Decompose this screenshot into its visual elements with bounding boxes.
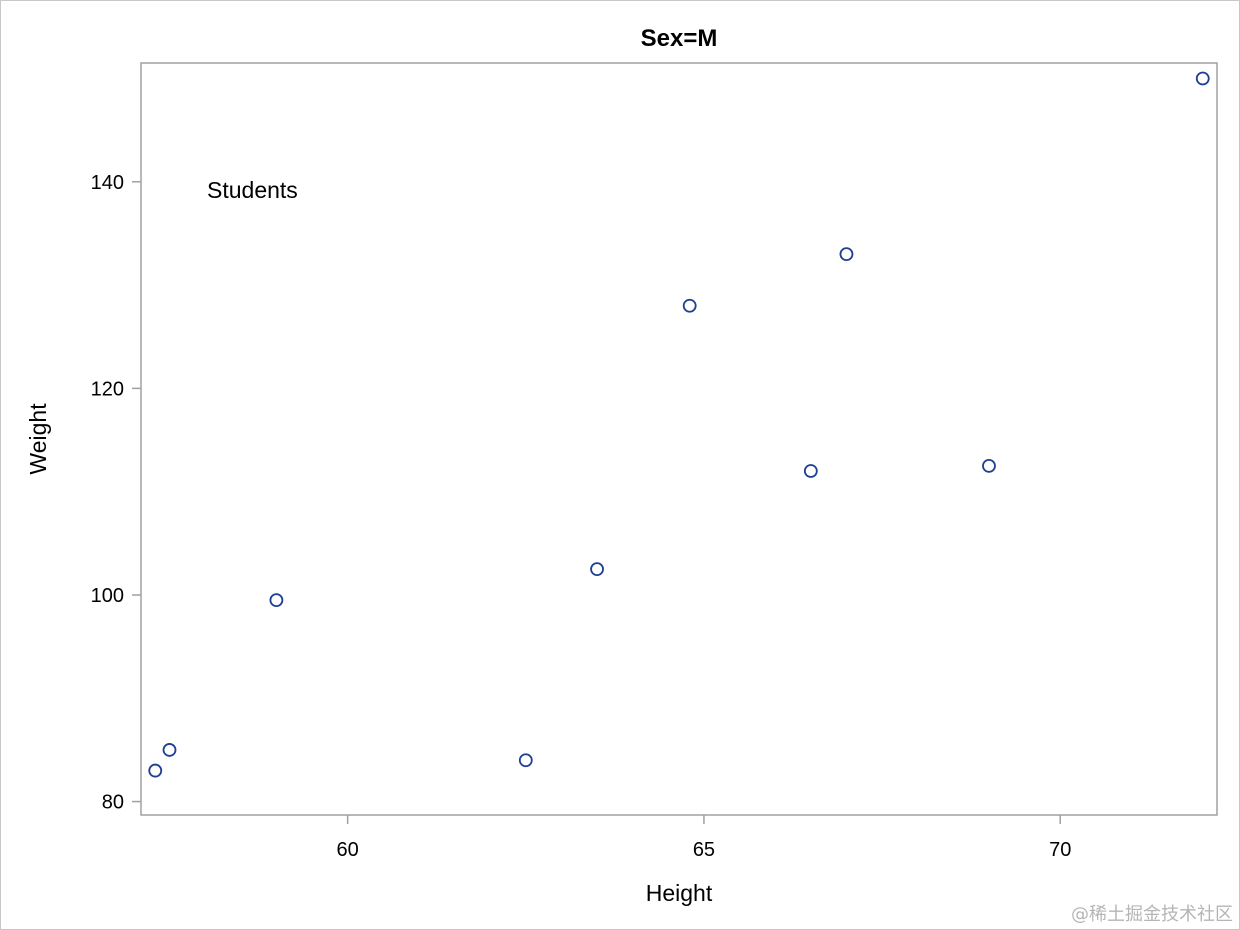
data-point xyxy=(1195,71,1210,86)
plot-area xyxy=(140,62,1218,816)
y-tick-label: 140 xyxy=(91,172,124,194)
x-tick-label: 60 xyxy=(337,839,359,861)
chart-annotation: Students xyxy=(207,177,298,203)
data-point xyxy=(803,464,818,478)
y-axis: 80 100 120 140 xyxy=(91,172,141,814)
watermark: @稀土掘金技术社区 xyxy=(1071,904,1233,925)
data-point xyxy=(982,458,996,473)
y-tick-label: 120 xyxy=(91,378,124,400)
data-points xyxy=(148,71,1210,778)
x-tick-label: 65 xyxy=(693,839,715,861)
data-point xyxy=(590,562,604,577)
data-point xyxy=(518,753,533,768)
x-tick-label: 70 xyxy=(1049,839,1071,861)
y-axis-label: Weight xyxy=(25,403,51,475)
x-axis-label: Height xyxy=(646,880,713,906)
data-point xyxy=(148,763,163,778)
data-point xyxy=(839,247,854,261)
y-tick-label: 100 xyxy=(91,585,124,607)
y-tick-label: 80 xyxy=(102,792,124,814)
data-point xyxy=(162,743,177,757)
chart-title: Sex=M xyxy=(641,25,718,52)
x-axis: 60 65 70 xyxy=(337,815,1071,861)
data-point xyxy=(269,593,284,608)
data-point xyxy=(682,298,697,313)
